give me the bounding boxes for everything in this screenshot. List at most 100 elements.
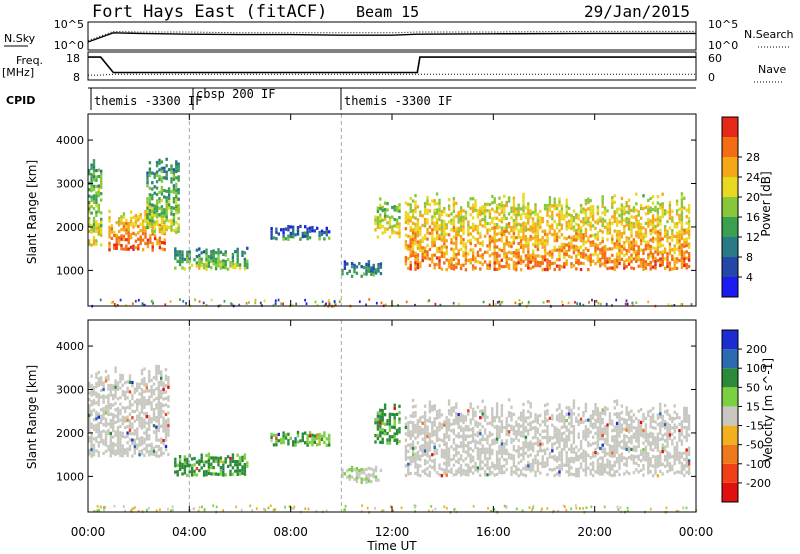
power-cell	[536, 231, 540, 236]
power-cell	[120, 234, 123, 238]
vel-cell	[128, 412, 132, 416]
power-cell	[148, 161, 152, 165]
vel-cell	[543, 419, 547, 424]
vel-cell	[673, 445, 676, 450]
vel-cell	[97, 422, 100, 426]
power-cell	[529, 225, 532, 229]
power-cell	[270, 236, 273, 240]
vel-cell	[152, 452, 156, 457]
vel-cell	[649, 460, 652, 464]
vel-cell	[584, 409, 588, 413]
power-cell	[505, 216, 508, 220]
vel-cell	[642, 451, 645, 455]
vel-cell	[287, 442, 290, 446]
power-cell	[567, 219, 571, 223]
vel-cell	[591, 442, 595, 446]
power-cell	[570, 214, 573, 218]
vel-cell	[109, 422, 112, 426]
power-cell	[362, 266, 366, 270]
vel-cell	[481, 450, 484, 454]
vel-cell	[519, 453, 523, 457]
power-cell	[601, 211, 604, 215]
vel-cell	[306, 440, 309, 444]
power-cell	[438, 198, 441, 202]
power-cell	[524, 238, 528, 242]
vel-cell	[112, 419, 115, 423]
power-cell	[287, 225, 290, 229]
power-cell	[678, 217, 681, 221]
power-cell	[548, 228, 552, 232]
vel-cell	[109, 444, 112, 448]
power-cell	[596, 237, 600, 241]
vel-cell	[687, 417, 691, 421]
vel-cell	[455, 453, 458, 457]
power-cell	[594, 236, 597, 240]
power-cell	[141, 232, 145, 236]
vel-cell	[217, 463, 220, 467]
vel-cell	[195, 467, 199, 471]
power-cell	[565, 205, 568, 209]
power-cell	[649, 251, 652, 255]
vel-cell	[536, 430, 540, 434]
vel-cell	[341, 471, 344, 475]
vel-cell	[517, 423, 520, 427]
power-cell	[195, 248, 199, 252]
power-cell	[426, 256, 429, 260]
vel-cell	[495, 453, 499, 457]
power-cell	[493, 235, 496, 239]
power-cell	[282, 231, 285, 235]
power-cell	[409, 244, 412, 249]
power-cell	[596, 256, 600, 260]
power-cell	[452, 216, 456, 220]
power-cell	[122, 225, 126, 229]
vel-cell	[529, 424, 532, 428]
power-cell	[153, 230, 156, 234]
power-cell	[603, 254, 607, 258]
power-cell	[151, 203, 154, 207]
power-cell	[572, 225, 576, 229]
vel-cell	[587, 431, 590, 435]
power-cell	[243, 251, 247, 255]
power-cell	[587, 255, 590, 259]
power-cell	[498, 260, 501, 264]
vel-cell	[587, 453, 590, 457]
vel-cell	[558, 444, 561, 449]
power-cell	[548, 205, 552, 209]
vel-cell	[505, 432, 508, 436]
power-cell	[630, 247, 633, 251]
power-cell	[529, 254, 532, 258]
power-cell	[160, 160, 164, 164]
vel-cell	[582, 414, 585, 418]
vel-cell	[469, 418, 472, 422]
power-speckle-cell	[647, 300, 650, 304]
power-cell	[90, 198, 93, 202]
vel-cell	[391, 412, 394, 416]
vel-cell	[381, 408, 384, 413]
vel-cell	[599, 411, 602, 415]
power-cell	[476, 209, 480, 213]
vel-cell	[488, 453, 492, 457]
power-cell	[395, 221, 399, 225]
power-cell	[589, 221, 592, 225]
power-cell	[212, 252, 215, 256]
power-cell	[195, 264, 199, 268]
vel-cell	[234, 460, 237, 464]
power-cell	[97, 229, 100, 233]
vel-cell	[543, 464, 547, 468]
vel-cell	[471, 414, 475, 418]
power-cell	[100, 227, 103, 231]
power-cell	[596, 212, 600, 216]
power-cell	[539, 222, 542, 226]
vel-cell	[486, 441, 489, 445]
vel-cell	[678, 461, 681, 465]
vel-cell	[443, 433, 446, 437]
power-cell	[450, 241, 453, 245]
vel-cell	[176, 473, 179, 477]
power-cell	[175, 163, 178, 167]
vel-cell	[642, 412, 645, 416]
vel-cell	[236, 472, 239, 476]
vel-cell	[615, 428, 619, 432]
vel-cell	[505, 420, 508, 424]
vel-cell	[651, 442, 655, 446]
power-cell	[527, 240, 530, 244]
